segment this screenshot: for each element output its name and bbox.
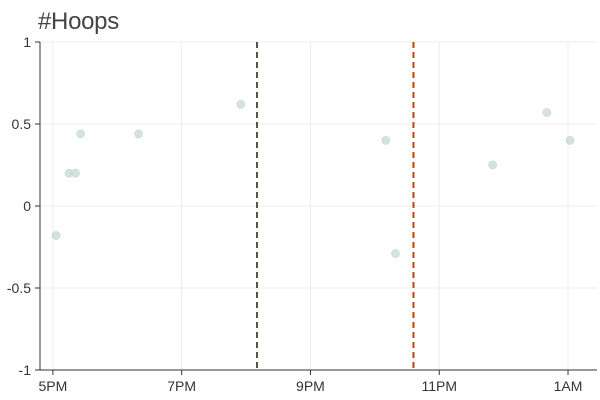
axes: 1 0.5 0 -0.5 -1 5PM 7PM 9PM 11PM 1AM (7, 34, 597, 394)
y-tick-label: 0.5 (12, 116, 32, 132)
data-point (542, 108, 552, 117)
reference-lines (256, 42, 415, 370)
grid-lines (40, 41, 597, 371)
data-point (51, 231, 61, 240)
data-point (565, 136, 575, 145)
data-points (51, 100, 575, 258)
y-tick-label: 0 (23, 198, 31, 214)
y-tick-label: -0.5 (7, 280, 31, 296)
x-tick-label: 9PM (296, 378, 325, 394)
x-tick-label: 5PM (38, 378, 67, 394)
data-point (134, 129, 143, 139)
data-point (391, 249, 400, 258)
x-tick-label: 11PM (421, 378, 457, 394)
data-point (76, 129, 85, 139)
y-tick-label: -1 (19, 362, 32, 378)
data-point (381, 136, 391, 145)
chart-title: #Hoops (38, 8, 119, 35)
y-tick-label: 1 (23, 34, 31, 50)
x-tick-label: 7PM (167, 378, 196, 394)
data-point (71, 168, 80, 178)
data-point (488, 160, 497, 170)
data-point (236, 100, 246, 109)
x-tick-label: 1AM (554, 378, 583, 394)
